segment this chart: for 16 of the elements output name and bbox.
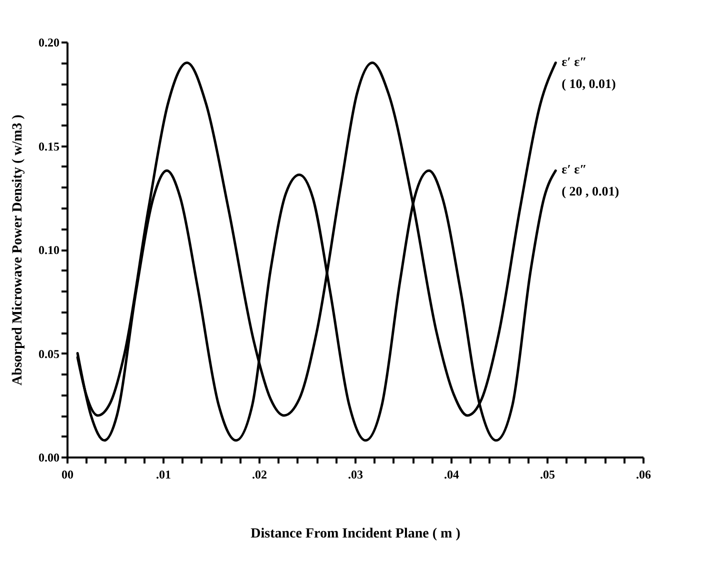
x-tick-label: .03 (348, 468, 363, 482)
y-tick-label: 0.00 (38, 450, 60, 464)
series-label: ε′ ε″ ( 20 , 0.01) (562, 162, 620, 199)
y-tick-label: 0.15 (38, 139, 60, 154)
x-tick-label: .01 (156, 468, 171, 482)
x-tick-label: .04 (444, 468, 459, 482)
x-tick-label: .06 (636, 468, 651, 482)
series-label: ε′ ε″ ( 10, 0.01) (562, 54, 616, 91)
y-tick-label: 0.20 (38, 36, 60, 50)
y-axis-title: Absorped Microwave Power Density ( w/m3 ) (10, 114, 26, 386)
x-tick-label: 00 (62, 468, 74, 482)
y-tick-label: 0.05 (38, 346, 60, 361)
y-tick-label: 0.10 (38, 243, 60, 257)
x-tick-label: .02 (252, 468, 267, 482)
x-tick-label: .05 (540, 468, 555, 482)
x-axis-title: Distance From Incident Plane ( m ) (250, 526, 461, 542)
